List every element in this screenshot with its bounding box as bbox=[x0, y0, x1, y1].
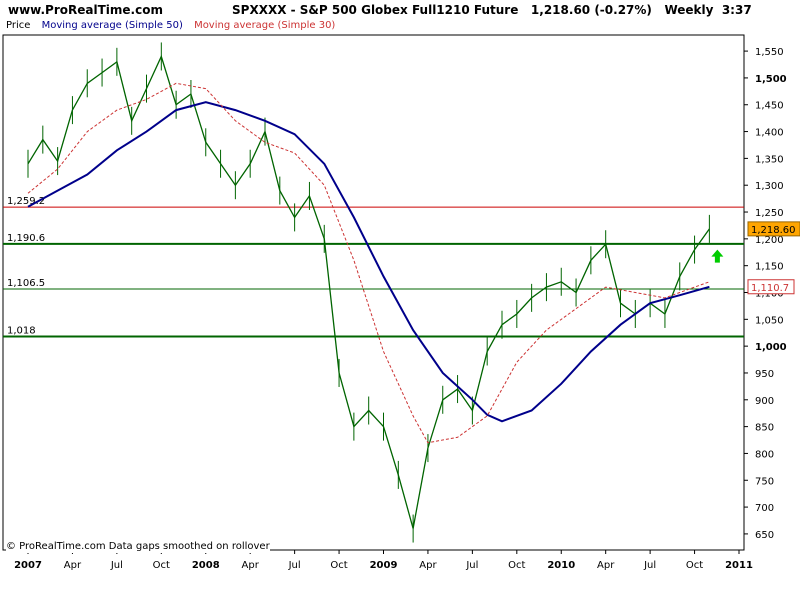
y-tick-label: 1,400 bbox=[755, 128, 784, 139]
x-tick-label: 2011 bbox=[725, 560, 753, 571]
y-tick-label: 1,450 bbox=[755, 101, 784, 112]
last-price-change: 1,218.60 (-0.27%) bbox=[530, 3, 652, 17]
x-tick-label: Oct bbox=[508, 560, 525, 571]
x-tick-label: Apr bbox=[419, 560, 437, 571]
x-tick-label: Apr bbox=[64, 560, 82, 571]
y-tick-label: 1,350 bbox=[755, 154, 784, 165]
footer-note: © ProRealTime.com Data gaps smoothed on … bbox=[6, 541, 270, 553]
y-tick-label: 650 bbox=[755, 530, 774, 541]
y-tick-label: 850 bbox=[755, 423, 774, 434]
x-tick-label: Jul bbox=[110, 560, 123, 571]
y-tick-label: 1,300 bbox=[755, 181, 784, 192]
site-name[interactable]: www.ProRealTime.com bbox=[8, 3, 163, 17]
y-tick-label: 1,200 bbox=[755, 235, 784, 246]
legend-ma50: Moving average (Simple 50) bbox=[41, 20, 183, 31]
legend-price: Price bbox=[6, 20, 31, 31]
x-tick-label: Apr bbox=[597, 560, 615, 571]
x-tick-label: 2008 bbox=[192, 560, 220, 571]
level-label: 1,259.2 bbox=[7, 196, 45, 207]
y-tick-label: 1,050 bbox=[755, 315, 784, 326]
x-tick-label: Oct bbox=[153, 560, 170, 571]
series-ma50 bbox=[27, 101, 710, 423]
period-label: Weekly bbox=[664, 3, 714, 17]
level-label: 1,190.6 bbox=[7, 233, 45, 244]
up-arrow-icon bbox=[711, 249, 724, 263]
y-tick-label: 1,150 bbox=[755, 262, 784, 273]
x-tick-label: 2007 bbox=[14, 560, 42, 571]
y-tick-label: 1,250 bbox=[755, 208, 784, 219]
ma-value-box bbox=[747, 279, 795, 295]
y-tick-label: 950 bbox=[755, 369, 774, 380]
x-tick-label: Oct bbox=[686, 560, 703, 571]
y-tick-label: 1,550 bbox=[755, 47, 784, 58]
x-tick-label: Apr bbox=[242, 560, 260, 571]
plot-area bbox=[2, 34, 745, 551]
time-label: 3:37 bbox=[721, 3, 752, 17]
last-price-label: 1,218.60 bbox=[751, 225, 796, 236]
chart-title: SPXXXX - S&P 500 Globex Full1210 Future … bbox=[232, 0, 752, 20]
y-tick-label: 1,000 bbox=[755, 342, 787, 353]
ma-value-label: 1,110.7 bbox=[751, 283, 789, 294]
x-tick-label: Jul bbox=[643, 560, 656, 571]
x-tick-label: Jul bbox=[465, 560, 478, 571]
y-tick-label: 700 bbox=[755, 503, 774, 514]
y-tick-label: 750 bbox=[755, 476, 774, 487]
x-tick-label: Oct bbox=[330, 560, 347, 571]
series-ma30 bbox=[27, 82, 710, 444]
level-label: 1,106.5 bbox=[7, 278, 45, 289]
last-price-box bbox=[747, 221, 800, 237]
y-tick-label: 900 bbox=[755, 396, 774, 407]
title-bar: www.ProRealTime.com SPXXXX - S&P 500 Glo… bbox=[0, 0, 800, 20]
legend: Price Moving average (Simple 50) Moving … bbox=[6, 19, 343, 33]
x-tick-label: 2010 bbox=[547, 560, 575, 571]
y-tick-label: 1,500 bbox=[755, 74, 787, 85]
level-label: 1,018 bbox=[7, 325, 36, 336]
x-tick-label: 2009 bbox=[370, 560, 398, 571]
legend-ma30: Moving average (Simple 30) bbox=[194, 20, 336, 31]
y-tick-label: 800 bbox=[755, 449, 774, 460]
instrument-name: SPXXXX - S&P 500 Globex Full1210 Future bbox=[232, 3, 519, 17]
x-tick-label: Jul bbox=[288, 560, 301, 571]
